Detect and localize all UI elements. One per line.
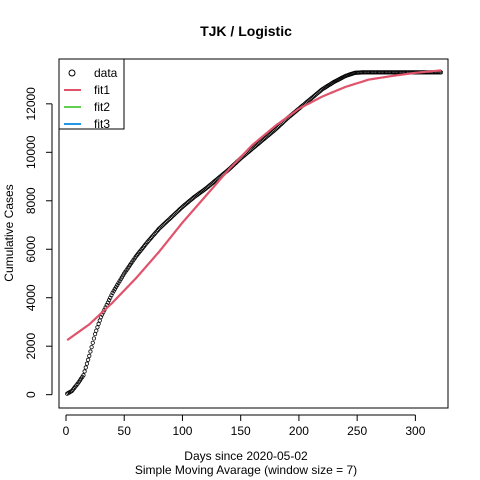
legend-fit3-label: fit3 <box>94 117 110 131</box>
legend: data fit1 fit2 fit3 <box>59 59 124 131</box>
x-tick-label: 0 <box>63 424 70 438</box>
y-tick-label: 2000 <box>24 333 38 360</box>
x-tick-label: 250 <box>347 424 367 438</box>
x-tick-label: 150 <box>231 424 251 438</box>
y-tick-label: 4000 <box>24 284 38 311</box>
y-tick-label: 12000 <box>24 87 38 121</box>
y-tick-label: 8000 <box>24 187 38 214</box>
x-tick-label: 300 <box>405 424 425 438</box>
legend-data-label: data <box>94 66 118 80</box>
y-tick-label: 0 <box>24 391 38 398</box>
x-axis-sublabel: Simple Moving Avarage (window size = 7) <box>135 463 357 477</box>
y-tick-label: 6000 <box>24 236 38 263</box>
x-axis-label: Days since 2020-05-02 <box>184 449 308 463</box>
x-tick-label: 200 <box>289 424 309 438</box>
y-axis-label: Cumulative Cases <box>2 184 16 281</box>
legend-fit2-label: fit2 <box>94 100 110 114</box>
x-tick-label: 50 <box>118 424 132 438</box>
y-tick-label: 10000 <box>24 135 38 169</box>
legend-fit1-label: fit1 <box>94 83 110 97</box>
x-tick-label: 100 <box>172 424 192 438</box>
chart-title: TJK / Logistic <box>200 23 292 39</box>
